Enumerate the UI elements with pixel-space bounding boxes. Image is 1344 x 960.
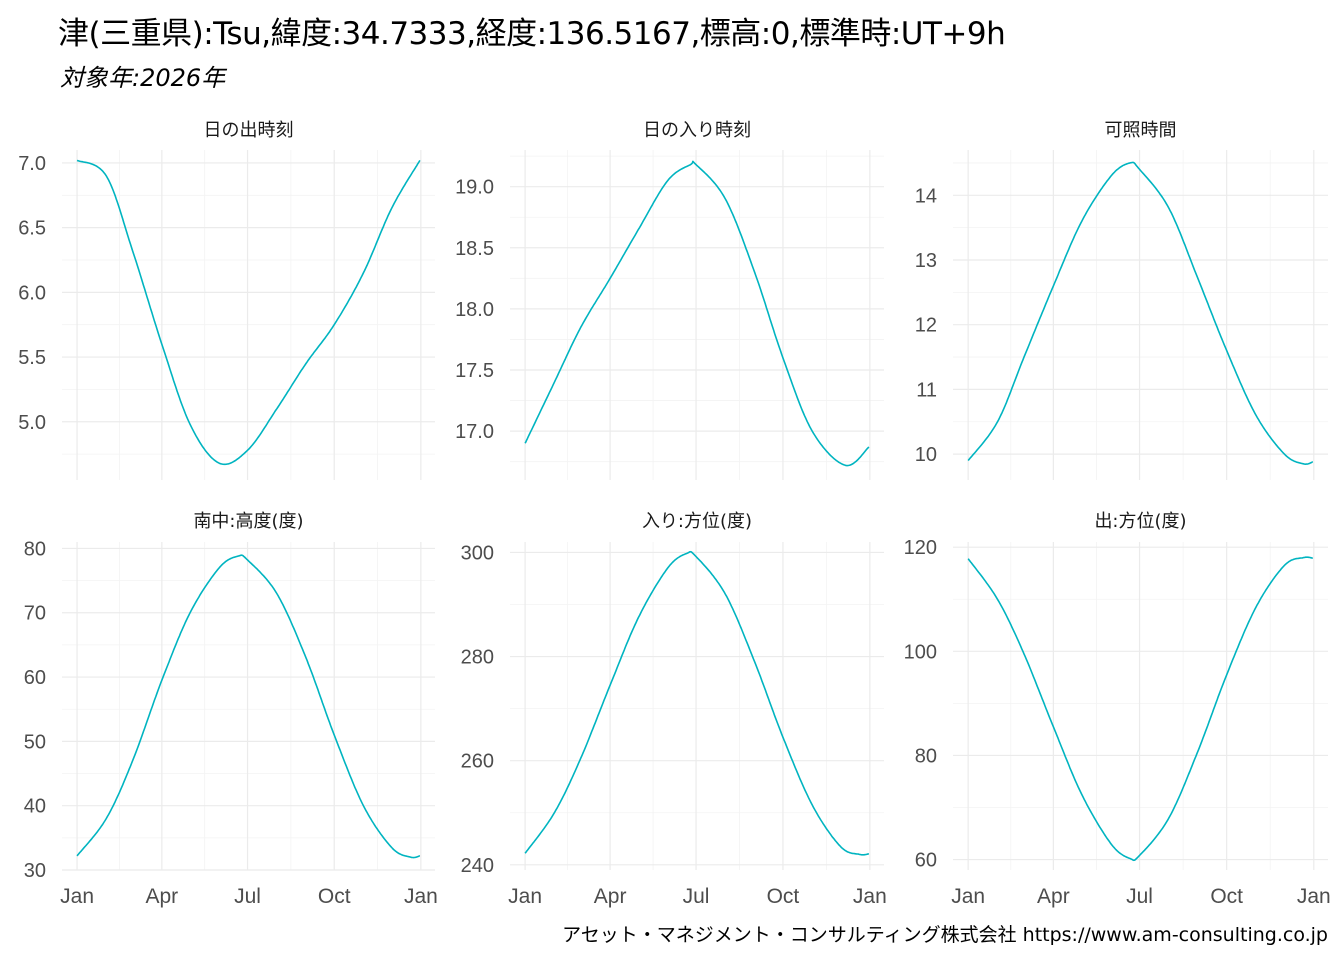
y-tick-label: 70 xyxy=(24,603,46,625)
x-tick-label: Jul xyxy=(234,885,261,908)
y-tick-label: 80 xyxy=(24,538,46,560)
y-tick-label: 17.5 xyxy=(455,360,494,382)
y-tick-label: 12 xyxy=(915,315,937,337)
x-tick-label: Jan xyxy=(951,885,985,908)
chart-title: 津(三重県):Tsu,緯度:34.7333,経度:136.5167,標高:0,標… xyxy=(58,16,1006,52)
y-tick-label: 240 xyxy=(461,855,494,877)
facet-title: 可照時間 xyxy=(1105,120,1177,141)
y-tick-label: 10 xyxy=(915,444,937,466)
y-tick-label: 300 xyxy=(461,542,494,564)
x-tick-label: Oct xyxy=(767,885,800,908)
y-tick-label: 30 xyxy=(24,860,46,882)
x-tick-label: Jan xyxy=(853,885,887,908)
facet-title: 入り:方位(度) xyxy=(642,511,752,532)
chart-caption: アセット・マネジメント・コンサルティング株式会社 https://www.am-… xyxy=(562,924,1328,946)
y-tick-label: 13 xyxy=(915,250,937,272)
facet-title: 南中:高度(度) xyxy=(193,511,303,532)
y-tick-label: 6.0 xyxy=(18,282,46,304)
y-tick-label: 100 xyxy=(904,641,937,663)
x-tick-label: Jan xyxy=(1297,885,1331,908)
y-tick-label: 120 xyxy=(904,537,937,559)
y-tick-label: 5.0 xyxy=(18,412,46,434)
chart-subtitle: 対象年:2026年 xyxy=(60,64,226,92)
facet-title: 出:方位(度) xyxy=(1094,511,1186,532)
x-tick-label: Oct xyxy=(318,885,351,908)
x-tick-label: Oct xyxy=(1210,885,1243,908)
y-tick-label: 60 xyxy=(24,667,46,689)
x-tick-label: Jan xyxy=(404,885,438,908)
series-line xyxy=(76,159,421,466)
y-tick-label: 19.0 xyxy=(455,177,494,199)
y-tick-label: 5.5 xyxy=(18,347,46,369)
y-tick-label: 40 xyxy=(24,796,46,818)
y-tick-label: 18.5 xyxy=(455,238,494,260)
x-tick-label: Jan xyxy=(508,885,542,908)
series-line xyxy=(524,160,870,467)
y-tick-label: 280 xyxy=(461,647,494,669)
y-tick-label: 6.5 xyxy=(18,218,46,240)
y-tick-label: 11 xyxy=(916,379,937,401)
x-tick-label: Apr xyxy=(594,885,627,908)
series-line xyxy=(76,554,421,859)
x-tick-label: Apr xyxy=(1037,885,1070,908)
facet-title: 日の出時刻 xyxy=(204,120,294,141)
x-tick-label: Apr xyxy=(145,885,178,908)
y-tick-label: 50 xyxy=(24,731,46,753)
y-tick-label: 18.0 xyxy=(455,299,494,321)
series-line xyxy=(524,550,870,856)
y-tick-label: 80 xyxy=(915,745,937,767)
y-tick-label: 17.0 xyxy=(455,421,494,443)
y-tick-label: 60 xyxy=(915,850,937,872)
facet-title: 日の入り時刻 xyxy=(643,120,751,141)
series-line xyxy=(967,161,1314,465)
y-tick-label: 14 xyxy=(915,185,937,207)
x-tick-label: Jul xyxy=(683,885,710,908)
series-line xyxy=(967,556,1314,862)
x-tick-label: Jul xyxy=(1126,885,1153,908)
y-tick-label: 7.0 xyxy=(18,153,46,175)
x-tick-label: Jan xyxy=(60,885,94,908)
y-tick-label: 260 xyxy=(461,751,494,773)
